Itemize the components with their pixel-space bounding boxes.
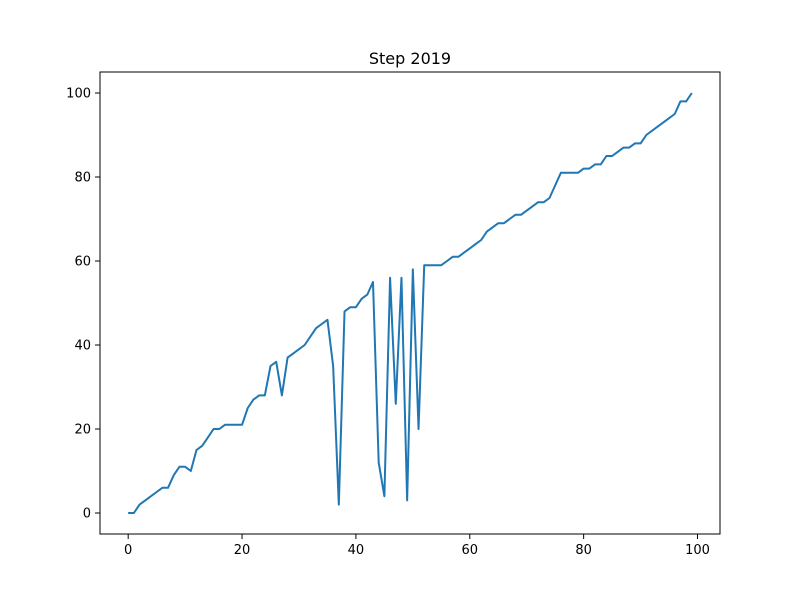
chart-title: Step 2019: [369, 49, 451, 68]
axis-ticks: 0 20 40 60 80 100 0 20 40 60 80 100: [66, 87, 710, 559]
x-tick-label: 100: [685, 543, 710, 558]
plot-frame: [99, 71, 721, 535]
y-tick-label: 80: [74, 171, 91, 186]
x-tick-label: 20: [234, 543, 251, 558]
y-tick-label: 0: [83, 507, 91, 522]
y-tick-label: 60: [74, 255, 91, 270]
series-layer: [128, 92, 693, 514]
x-tick-label: 0: [124, 543, 132, 558]
y-tick-label: 100: [66, 87, 91, 102]
x-tick-label: 60: [462, 543, 479, 558]
y-tick-label: 20: [74, 423, 91, 438]
x-tick-label: 40: [348, 543, 365, 558]
x-tick-label: 80: [575, 543, 592, 558]
series-line: [128, 92, 693, 514]
y-tick-label: 40: [74, 339, 91, 354]
